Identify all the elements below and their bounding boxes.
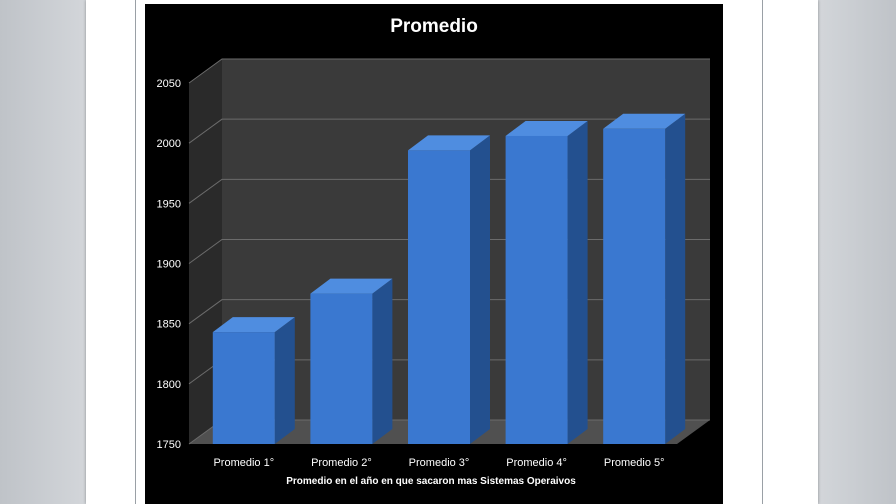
bar-top [212,317,295,333]
bar [505,120,588,445]
bar-side [274,317,295,444]
bar-chart: 1750 1800 1850 1900 1950 2000 2050 Promedio 1° P… [157,16,710,487]
page-margin-right [762,0,763,504]
bar [310,278,393,444]
bar-side [567,120,588,445]
x-axis-label: Promedio en el año en que sacaron mas Si… [286,476,576,487]
bar-front [408,150,470,445]
bar-side [665,113,686,444]
bar-top [408,135,490,151]
bar-top [603,113,686,129]
bar [603,113,686,444]
bar-top [310,278,393,294]
bar [408,135,490,445]
y-tick-label: 1800 [157,379,181,391]
y-tick-label: 2000 [157,138,181,150]
y-tick-label: 1850 [157,319,181,331]
x-tick-label: Promedio 5° [604,457,665,469]
chart-container[interactable]: 1750 1800 1850 1900 1950 2000 2050 Promedio 1° P… [145,4,723,504]
page-margin-left [135,0,136,504]
bar-top [505,120,588,136]
y-tick-label: 1950 [157,198,181,210]
document-background-right [818,0,896,504]
gridline [188,58,710,84]
x-tick-label: Promedio 3° [409,457,470,469]
y-tick-label: 2050 [157,78,181,90]
document-background-left [0,0,86,504]
x-tick-label: Promedio 2° [311,457,372,469]
chart-title: Promedio [390,16,478,37]
y-tick-label: 1750 [157,439,181,451]
bar-side [372,278,393,444]
bar-front [603,128,666,444]
bar-side [470,135,490,445]
bar-front [310,293,373,444]
bar-front [212,332,275,444]
x-tick-label: Promedio 1° [213,457,274,469]
x-tick-label: Promedio 4° [506,457,567,469]
y-tick-label: 1900 [157,259,181,271]
gridline [188,118,710,144]
bar-front [505,135,568,445]
bar [212,317,295,444]
